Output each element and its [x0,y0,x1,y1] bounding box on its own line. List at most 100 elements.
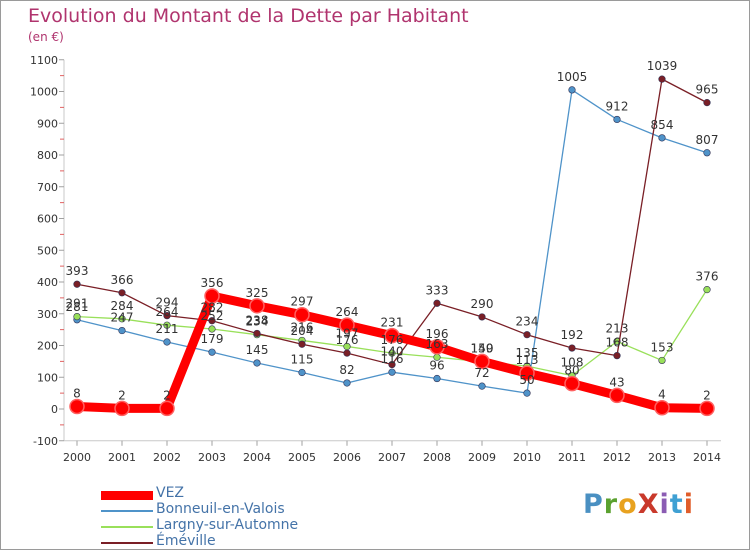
data-label: 145 [246,343,269,357]
data-label: 2 [703,388,711,402]
legend-label: Éméville [156,533,216,549]
data-point [253,359,261,367]
data-label: 333 [426,283,449,297]
data-label: 43 [609,375,624,389]
data-label: 8 [73,386,81,400]
data-label: 234 [246,315,269,329]
y-tick-label: 300 [37,308,58,321]
y-tick-label: 0 [51,403,58,416]
data-point [613,115,621,124]
y-tick-label: 1000 [30,86,58,99]
data-label: 297 [291,295,314,309]
logo-letter: i [683,489,694,520]
data-label: 1005 [557,70,588,84]
data-label: 149 [471,342,494,356]
data-point [433,374,441,383]
data-point [613,352,621,360]
legend-swatch [101,491,153,500]
data-point [433,299,441,307]
data-point [703,286,711,294]
data-label: 965 [696,83,719,97]
chart-unit: (en €) [28,30,64,44]
data-label: 294 [156,296,179,310]
data-label: 807 [696,133,719,147]
data-label: 108 [561,356,584,370]
data-point [429,339,445,355]
data-label: 264 [336,305,359,319]
data-label: 2 [163,388,171,402]
data-label: 291 [66,297,89,311]
data-point [388,368,396,376]
x-tick-label: 2005 [288,451,316,464]
y-tick-label: 600 [37,213,58,226]
y-tick-label: 400 [37,276,58,289]
data-point [298,340,306,348]
x-tick-label: 2003 [198,451,226,464]
data-point [118,315,126,323]
x-tick-label: 2012 [603,451,631,464]
data-label: 176 [336,333,359,347]
logo-letter: t [669,489,684,520]
data-point [703,99,711,107]
data-point [478,382,486,390]
legend-swatch [101,526,153,528]
data-label: 196 [426,327,449,341]
data-label: 238 [246,313,269,327]
x-tick-label: 2000 [63,451,91,464]
data-label: 80 [564,364,579,378]
data-point [568,344,576,352]
x-tick-label: 2007 [378,451,406,464]
logo-letter: r [603,489,619,520]
data-label: 264 [156,305,179,319]
data-label: 197 [336,326,359,340]
data-point [118,289,126,297]
y-tick-label: 800 [37,149,58,162]
data-label: 204 [291,324,314,338]
data-label: 192 [561,328,584,342]
data-label: 153 [651,340,674,354]
data-label: 376 [696,270,719,284]
data-label: 282 [201,301,224,315]
data-label: 213 [606,321,629,335]
data-label: 1039 [647,59,678,73]
x-tick-label: 2014 [693,451,721,464]
data-point [208,348,216,356]
data-point [118,326,126,335]
data-point [658,134,666,142]
data-point [163,338,171,346]
data-point [703,149,711,157]
data-point [388,349,396,357]
data-label: 234 [516,315,539,329]
data-point [654,399,670,416]
data-point [699,400,715,417]
data-point [73,280,81,288]
y-tick-label: 1100 [30,54,58,67]
x-tick-label: 2013 [648,451,676,464]
data-point [114,400,130,417]
data-label: 4 [658,388,666,402]
data-point [253,329,261,338]
logo-letter: o [618,489,638,520]
data-label: 216 [291,320,314,334]
data-point [478,313,486,321]
data-point [208,317,216,325]
x-tick-label: 2010 [513,451,541,464]
data-point [343,349,351,357]
data-point [208,325,216,333]
y-tick-label: 100 [37,371,58,384]
data-point [294,306,310,323]
data-label: 179 [201,332,224,346]
data-point [204,288,220,304]
y-tick-label: 900 [37,117,58,130]
data-point [69,398,85,415]
data-point [568,86,576,94]
data-point [298,368,306,377]
data-label: 116 [381,352,404,366]
data-label: 163 [426,337,449,351]
x-tick-label: 2011 [558,451,586,464]
data-label: 82 [339,363,354,377]
data-label: 72 [474,366,489,380]
data-point [384,327,400,344]
data-label: 2 [118,388,126,402]
data-point [474,353,490,370]
